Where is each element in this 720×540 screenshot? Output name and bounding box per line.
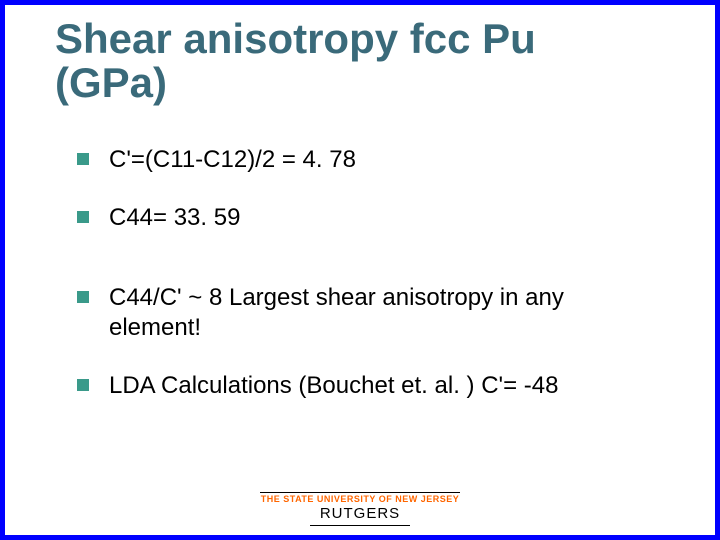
bullet-text: C44= 33. 59 [109, 203, 240, 233]
square-bullet-icon [77, 379, 89, 391]
slide-content: C'=(C11-C12)/2 = 4. 78 C44= 33. 59 C44/C… [5, 105, 625, 401]
bullet-item: C'=(C11-C12)/2 = 4. 78 [77, 145, 625, 175]
bullet-item: C44/C' ~ 8 Largest shear anisotropy in a… [77, 283, 625, 343]
footer-rule-icon [260, 492, 460, 493]
bullet-item: C44= 33. 59 [77, 203, 625, 233]
slide-title: Shear anisotropy fcc Pu (GPa) [5, 5, 645, 105]
bullet-text: C'=(C11-C12)/2 = 4. 78 [109, 145, 356, 175]
bullet-item: LDA Calculations (Bouchet et. al. ) C'= … [77, 371, 625, 401]
footer-subtitle: THE STATE UNIVERSITY OF NEW JERSEY [261, 494, 460, 504]
slide-footer: THE STATE UNIVERSITY OF NEW JERSEY RUTGE… [5, 494, 715, 523]
slide: Shear anisotropy fcc Pu (GPa) C'=(C11-C1… [0, 0, 720, 540]
square-bullet-icon [77, 153, 89, 165]
bullet-text: C44/C' ~ 8 Largest shear anisotropy in a… [109, 283, 625, 343]
footer-title: RUTGERS [302, 505, 418, 522]
square-bullet-icon [77, 291, 89, 303]
footer-rule-icon [310, 525, 410, 526]
bullet-text: LDA Calculations (Bouchet et. al. ) C'= … [109, 371, 558, 401]
square-bullet-icon [77, 211, 89, 223]
